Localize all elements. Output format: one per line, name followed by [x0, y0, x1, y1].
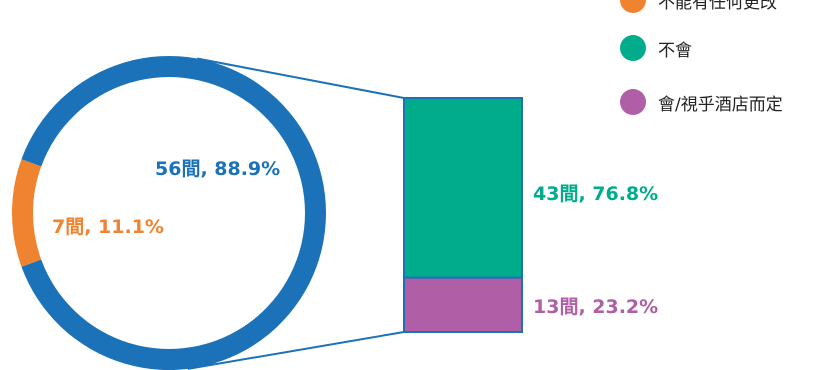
bar-label-depends: 13間, 23.2%	[533, 296, 658, 318]
pie-label-large: 56間, 88.9%	[155, 158, 280, 180]
connector-line-top	[196, 57, 405, 99]
legend-swatch-no	[620, 35, 646, 61]
connector-line-bottom	[187, 331, 405, 370]
legend-swatch-no-changes	[620, 0, 646, 13]
legend-label-depends-on-hotel: 會/視乎酒店而定	[658, 94, 783, 115]
legend-label-no-changes: 不能有任何更改	[658, 0, 777, 13]
pie-label-small: 7間, 11.1%	[52, 216, 164, 238]
legend-item-no-changes: 不能有任何更改	[620, 0, 777, 13]
bar-label-no: 43間, 76.8%	[533, 183, 658, 205]
legend-label-no: 不會	[658, 40, 692, 61]
bar-segment-depends	[403, 276, 523, 333]
pie-slice-small	[11, 159, 42, 267]
bar-segment-no	[403, 97, 523, 279]
pie-slice-large	[21, 56, 327, 370]
legend: 不能有任何更改 不會 會/視乎酒店而定	[620, 0, 825, 130]
legend-swatch-depends-on-hotel	[620, 89, 646, 115]
legend-item-no: 不會	[620, 35, 692, 61]
legend-item-depends-on-hotel: 會/視乎酒店而定	[620, 89, 783, 115]
